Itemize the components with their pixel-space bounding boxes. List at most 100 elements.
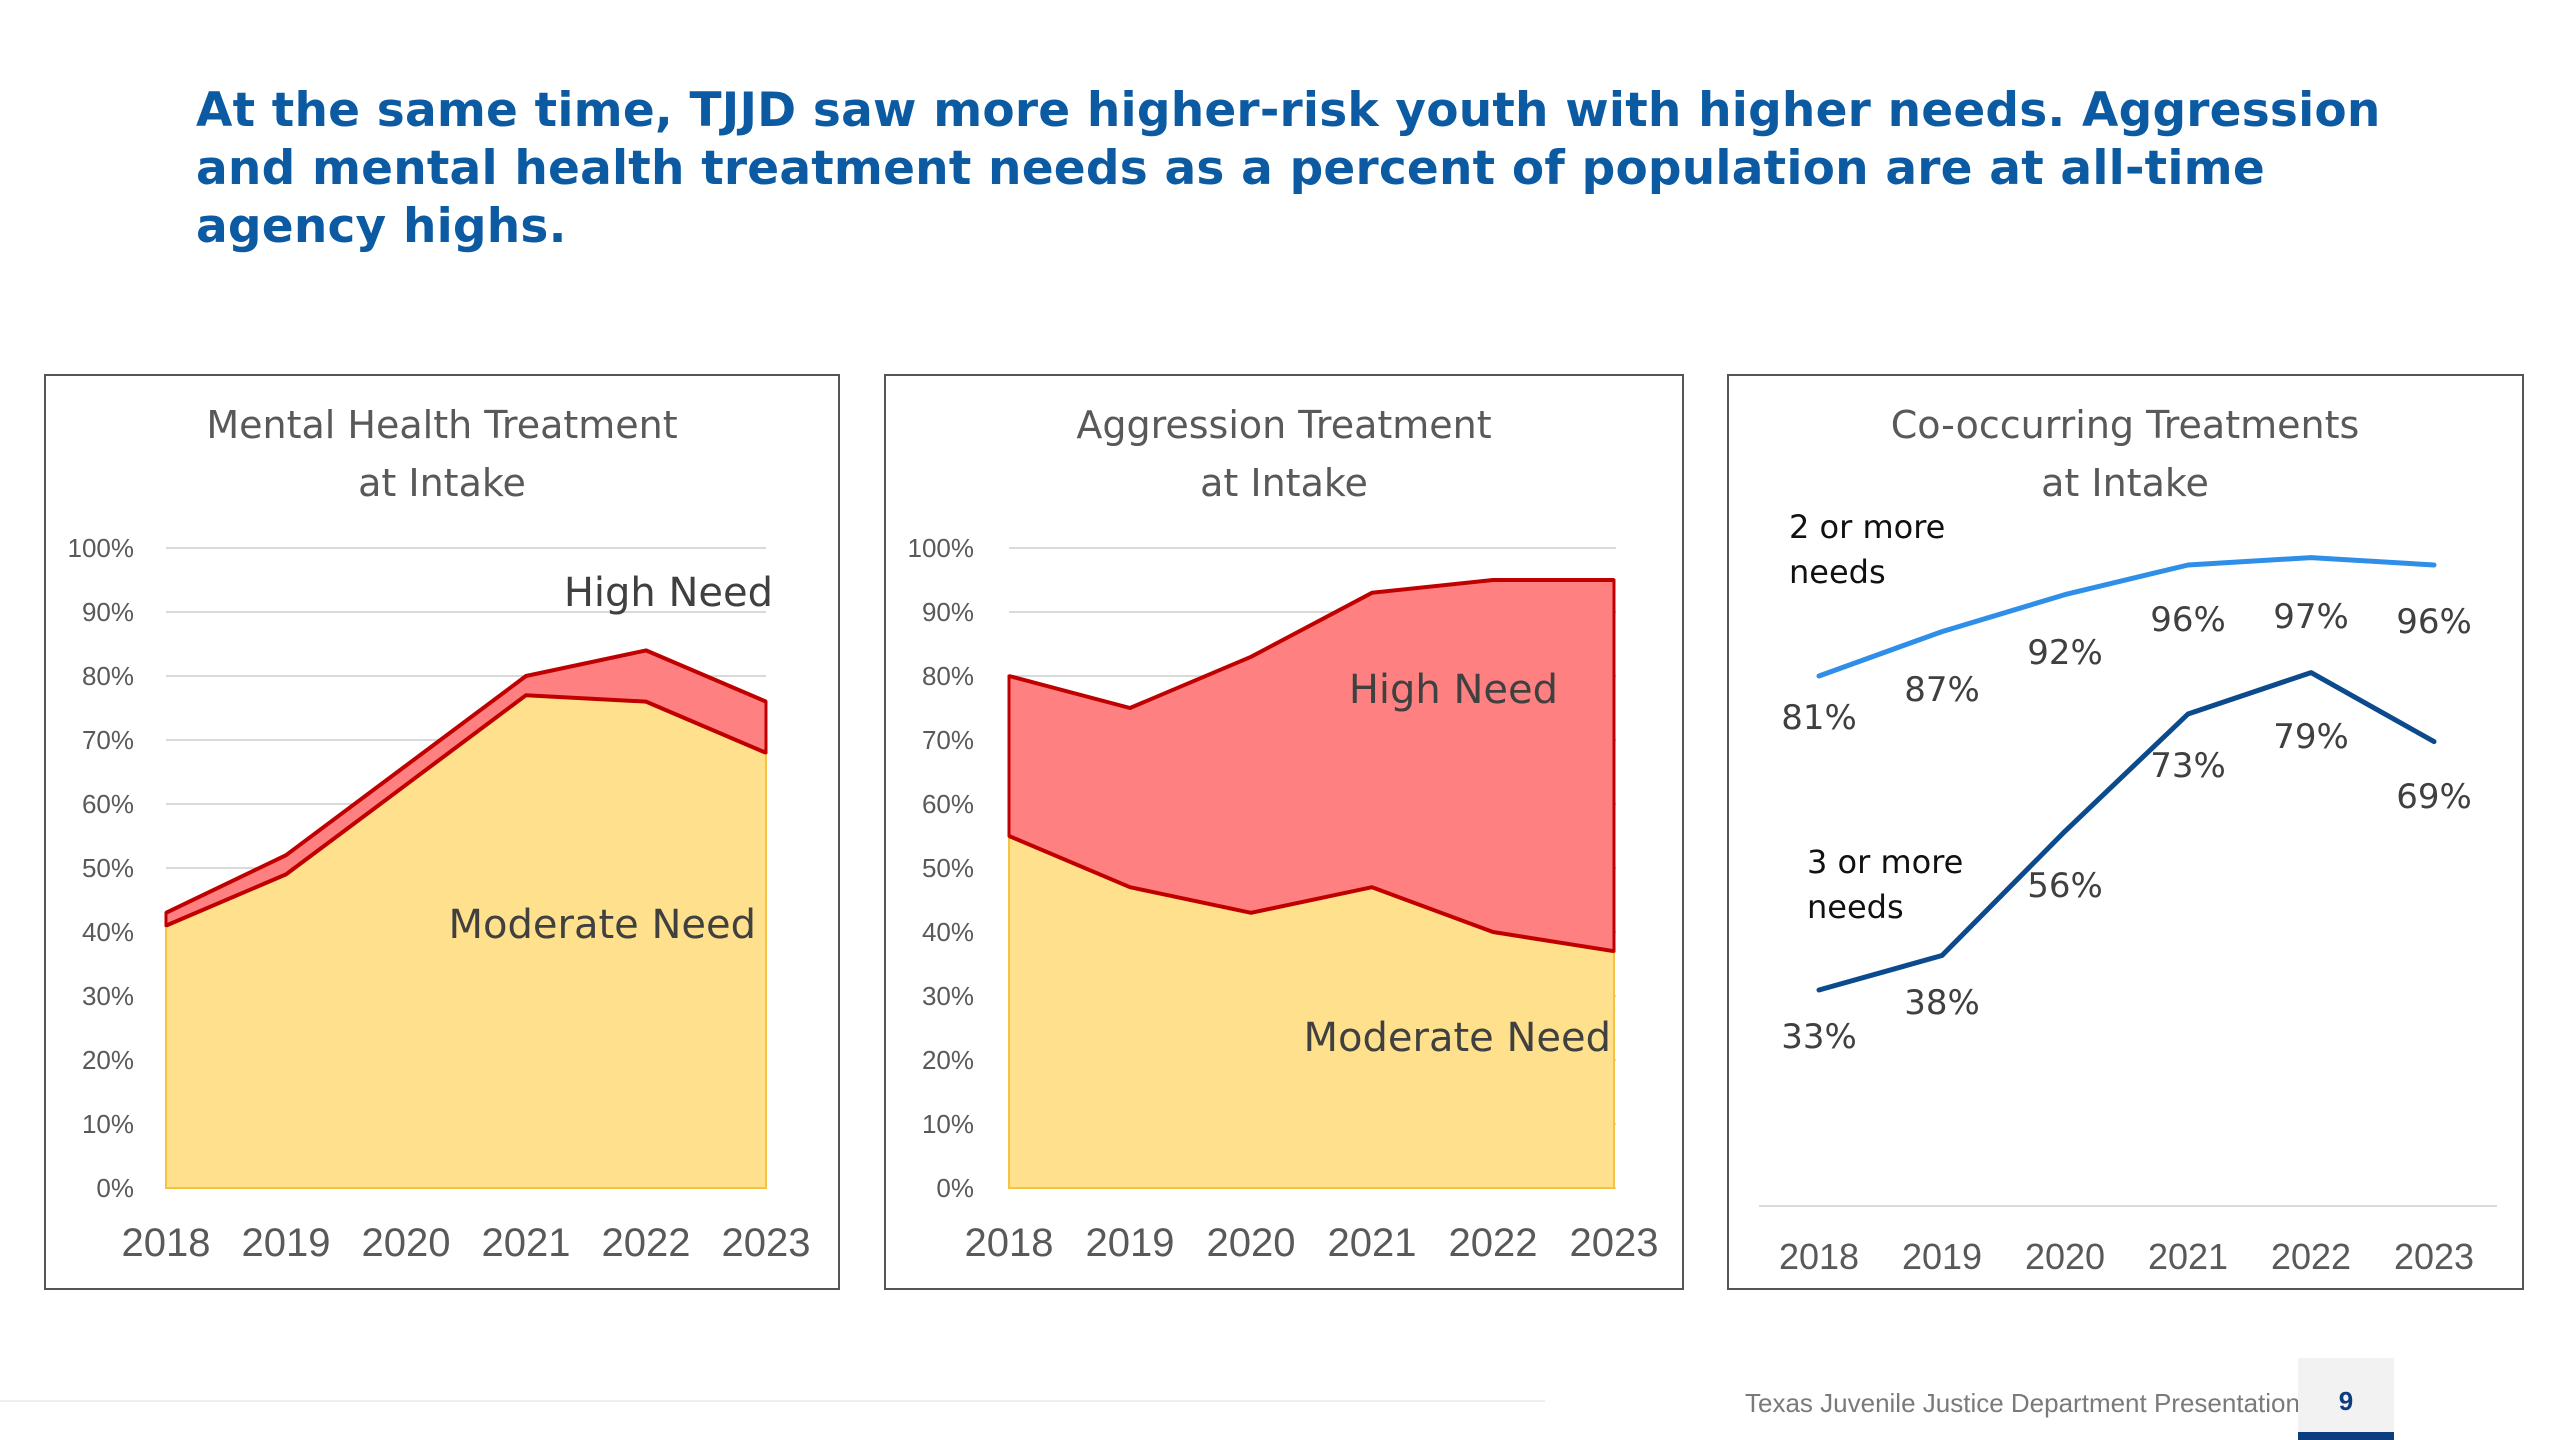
y-tick-label: 20% xyxy=(922,1045,974,1075)
three-or-more-needs-point xyxy=(1817,988,1821,992)
y-tick-label: 40% xyxy=(82,917,134,947)
moderate-need-edge xyxy=(165,693,767,928)
y-tick-label: 100% xyxy=(68,533,135,563)
three-or-more-needs-point xyxy=(2063,829,2067,834)
high-need-edge xyxy=(1008,578,1614,710)
page-number-badge: 9 xyxy=(2298,1358,2394,1440)
high-need-point xyxy=(1007,674,1011,678)
two-or-more-needs-point xyxy=(2186,563,2190,567)
three-or-more-data-label: 69% xyxy=(2396,777,2472,817)
three-or-more-series-label: 3 or more xyxy=(1807,843,1963,881)
chart-title-line: Co-occurring Treatments xyxy=(1891,403,2360,447)
x-tick-label: 2023 xyxy=(722,1221,811,1265)
three-or-more-data-label: 79% xyxy=(2273,717,2349,757)
moderate-need-point xyxy=(1007,834,1011,838)
high-need-point xyxy=(1128,706,1132,710)
high-need-point xyxy=(1491,578,1495,582)
x-tick-label: 2023 xyxy=(1570,1221,1659,1265)
two-or-more-series-label: 2 or more xyxy=(1789,508,1945,546)
x-tick-label: 2021 xyxy=(482,1221,571,1265)
mental-health-area-chart: Mental Health Treatment at Intake 0% 10% 20%… xyxy=(68,403,811,1265)
y-tick-label: 70% xyxy=(82,725,134,755)
y-tick-label: 10% xyxy=(82,1109,134,1139)
aggression-chart-panel: Aggression Treatment at Intake 0% 10% 20% 30%… xyxy=(884,374,1684,1290)
chart-title-line: at Intake xyxy=(358,461,526,505)
chart-title-line: Aggression Treatment xyxy=(1076,403,1491,447)
co-occurring-line-chart: Co-occurring Treatments at Intake 2018 2019… xyxy=(1759,403,2497,1277)
x-tick-label: 2019 xyxy=(1086,1221,1175,1265)
y-tick-label: 90% xyxy=(82,597,134,627)
x-tick-label: 2022 xyxy=(602,1221,691,1265)
slide-headline: At the same time, TJJD saw more higher-r… xyxy=(196,83,2381,254)
two-or-more-needs-point xyxy=(2063,592,2067,597)
moderate-need-point xyxy=(164,924,168,928)
two-or-more-series-label: needs xyxy=(1789,553,1886,591)
two-or-more-needs-line xyxy=(1816,555,2437,679)
high-need-edge xyxy=(165,648,767,915)
x-tick-label: 2023 xyxy=(2394,1236,2474,1277)
two-or-more-needs-point xyxy=(1817,674,1821,678)
x-tick-label: 2022 xyxy=(2271,1236,2351,1277)
x-tick-label: 2019 xyxy=(1902,1236,1982,1277)
three-or-more-data-label: 38% xyxy=(1904,983,1980,1023)
y-tick-label: 30% xyxy=(922,981,974,1011)
footer-presentation-title: Texas Juvenile Justice Department Presen… xyxy=(1745,1388,2300,1418)
three-or-more-needs-point xyxy=(2432,739,2436,744)
x-tick-label: 2021 xyxy=(2148,1236,2228,1277)
three-or-more-series-label: needs xyxy=(1807,888,1904,926)
three-or-more-needs-point xyxy=(2309,670,2313,675)
y-tick-label: 30% xyxy=(82,981,134,1011)
y-tick-label: 50% xyxy=(82,853,134,883)
y-tick-label: 80% xyxy=(922,661,974,691)
moderate-need-point xyxy=(764,751,768,755)
high-need-point xyxy=(284,853,288,857)
page-number-underline xyxy=(2298,1432,2394,1440)
high-need-point xyxy=(1370,591,1374,595)
high-need-point xyxy=(644,648,648,652)
x-tick-label: 2020 xyxy=(1207,1221,1296,1265)
moderate-need-point xyxy=(1249,911,1253,915)
x-tick-label: 2020 xyxy=(362,1221,451,1265)
x-tick-label: 2020 xyxy=(2025,1236,2105,1277)
two-or-more-data-label: 81% xyxy=(1781,698,1857,738)
y-tick-label: 0% xyxy=(96,1173,134,1203)
chart-title-line: Mental Health Treatment xyxy=(206,403,677,447)
high-need-point xyxy=(1249,655,1253,659)
three-or-more-needs-line xyxy=(1816,670,2437,993)
x-tick-label: 2019 xyxy=(242,1221,331,1265)
two-or-more-data-label: 96% xyxy=(2150,600,2226,640)
x-tick-label: 2018 xyxy=(965,1221,1054,1265)
moderate-need-point xyxy=(1612,949,1616,953)
high-need-label: High Need xyxy=(564,570,773,616)
x-tick-label: 2022 xyxy=(1449,1221,1538,1265)
x-tick-label: 2021 xyxy=(1328,1221,1417,1265)
moderate-need-label: Moderate Need xyxy=(449,902,756,948)
x-tick-label: 2018 xyxy=(122,1221,211,1265)
moderate-need-edge xyxy=(1008,834,1615,954)
aggression-area-chart: Aggression Treatment at Intake 0% 10% 20% 30%… xyxy=(908,403,1659,1265)
three-or-more-data-label: 33% xyxy=(1781,1017,1857,1057)
moderate-need-label: Moderate Need xyxy=(1304,1015,1611,1061)
two-or-more-needs-point xyxy=(2309,555,2313,560)
chart-title-line: at Intake xyxy=(1200,461,1368,505)
moderate-need-point xyxy=(1370,885,1374,889)
three-or-more-data-label: 56% xyxy=(2027,866,2103,906)
moderate-need-point xyxy=(284,872,288,876)
y-tick-label: 100% xyxy=(908,533,975,563)
y-tick-label: 40% xyxy=(922,917,974,947)
y-tick-label: 80% xyxy=(82,661,134,691)
y-tick-label: 10% xyxy=(922,1109,974,1139)
y-tick-label: 60% xyxy=(82,789,134,819)
high-need-point xyxy=(764,700,768,704)
footer-divider xyxy=(0,1400,1545,1402)
two-or-more-data-label: 96% xyxy=(2396,602,2472,642)
two-or-more-data-label: 92% xyxy=(2027,633,2103,673)
chart-title-line: at Intake xyxy=(2041,461,2209,505)
x-tick-label: 2018 xyxy=(1779,1236,1859,1277)
moderate-need-point xyxy=(644,700,648,704)
two-or-more-needs-point xyxy=(2432,563,2436,567)
moderate-need-point xyxy=(404,783,408,787)
moderate-need-point xyxy=(524,693,528,697)
moderate-need-point xyxy=(1491,930,1495,934)
y-tick-label: 60% xyxy=(922,789,974,819)
